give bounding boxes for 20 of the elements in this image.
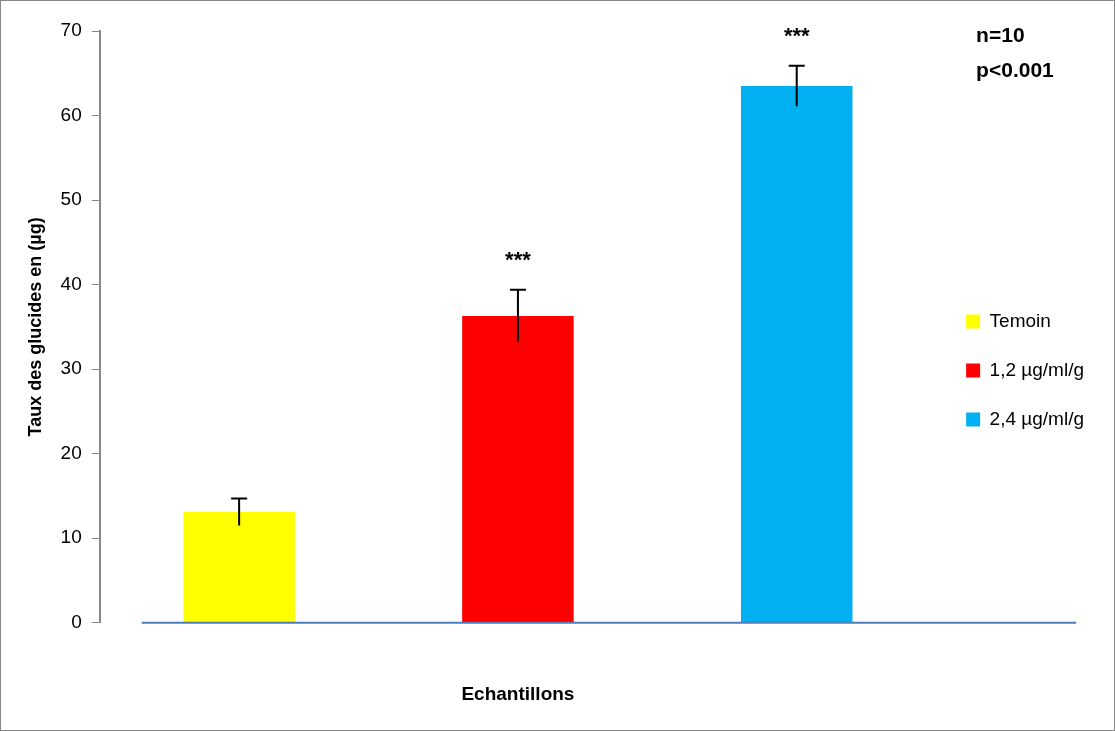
y-tick-label: 40 (60, 272, 82, 294)
bar (183, 512, 295, 623)
y-tick-label: 20 (60, 441, 82, 463)
legend-label: Temoin (989, 309, 1051, 331)
annotation: n=10 (976, 22, 1025, 46)
x-axis-title: Echantillons (461, 682, 575, 704)
y-tick-label: 60 (60, 103, 82, 125)
y-tick-label: 10 (60, 526, 82, 548)
legend-label: 1,2 µg/ml/g (989, 358, 1085, 380)
y-axis-title: Taux des glucides en (µg) (24, 217, 45, 437)
y-tick-label: 50 (60, 188, 82, 210)
bar (462, 315, 574, 623)
y-tick-label: 30 (60, 357, 82, 379)
y-tick-label: 70 (60, 19, 82, 41)
y-tick-label: 0 (71, 611, 82, 633)
annotation: p<0.001 (976, 57, 1055, 81)
legend-label: 2,4 µg/ml/g (989, 407, 1085, 429)
data-label: *** (505, 246, 532, 272)
bar (740, 85, 853, 623)
data-label: *** (783, 22, 810, 48)
